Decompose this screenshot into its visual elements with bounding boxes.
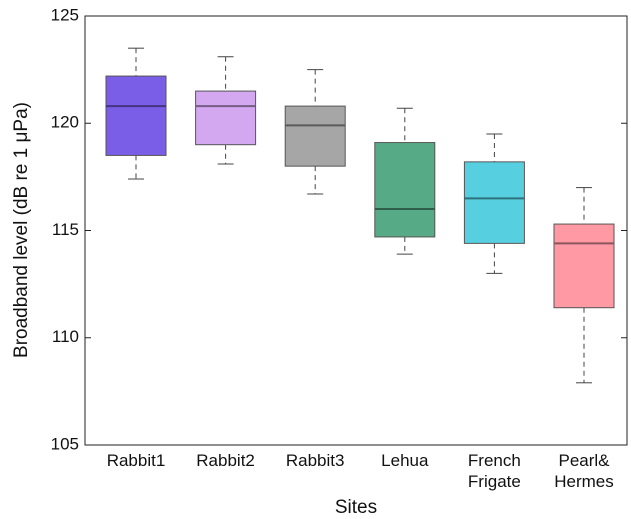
y-tick-label: 110 [52,327,79,346]
x-tick-label: French Frigate [467,451,521,491]
x-tick-label: Rabbit2 [196,451,255,470]
y-tick-label: 105 [51,434,79,453]
y-axis-label: Broadband level (dB re 1 μPa) [11,102,32,358]
y-tick-label: 125 [51,5,79,24]
x-tick-label: Rabbit3 [285,451,345,470]
box [463,161,525,244]
x-axis-label: Sites [335,497,377,518]
box [374,142,436,238]
x-tick-label: Pearl& Hermes [554,451,614,491]
box [195,90,257,146]
y-tick-label: 115 [52,220,79,239]
box [284,105,346,167]
box [105,75,167,156]
y-tick-label: 120 [51,113,79,132]
box [553,223,615,309]
x-tick-label: Lehua [381,451,429,470]
x-tick-label: Rabbit1 [106,451,166,470]
